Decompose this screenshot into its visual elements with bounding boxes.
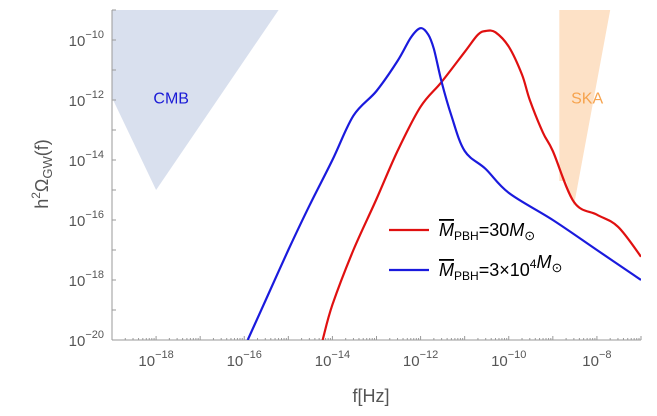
x-tick-label: 10−8 [582,349,611,370]
legend-label: MPBH=30M⊙ [439,220,535,243]
x-tick-label: 10−18 [138,349,173,370]
y-axis-label: h2ΩGW(f) [29,139,55,209]
y-tick-label: 10−10 [69,29,104,50]
y-tick-label: 10−12 [69,89,104,110]
x-tick-label: 10−14 [315,349,350,370]
cmb-region-label: CMB [153,91,189,108]
cmb-region [112,10,279,190]
y-tick-label: 10−20 [69,329,104,350]
ska-region [559,10,611,206]
x-axis-label: f[Hz] [352,386,389,406]
x-tick-label: 10−12 [403,349,438,370]
series-line-pbh-3e4 [246,26,641,340]
x-tick-label: 10−10 [491,349,526,370]
series-line-pbh-30 [321,29,641,340]
y-axis-label-sup: 2 [29,192,43,199]
y-tick-label: 10−18 [69,269,104,290]
data-series [246,26,641,340]
y-tick-label: 10−14 [69,149,104,170]
legend: MPBH=30M⊙ MPBH=3×104M⊙ [389,220,562,283]
y-axis-label-sub: GW [40,155,55,178]
legend-label: MPBH=3×104M⊙ [439,252,562,283]
detector-regions: CMB SKA [112,10,611,206]
ska-region-label: SKA [571,91,603,108]
y-tick-label: 10−16 [69,209,104,230]
axes: 10−18 10−16 10−14 10−12 10−10 10−8 10−20 10−18 1… [69,9,642,370]
x-tick-label: 10−16 [227,349,262,370]
